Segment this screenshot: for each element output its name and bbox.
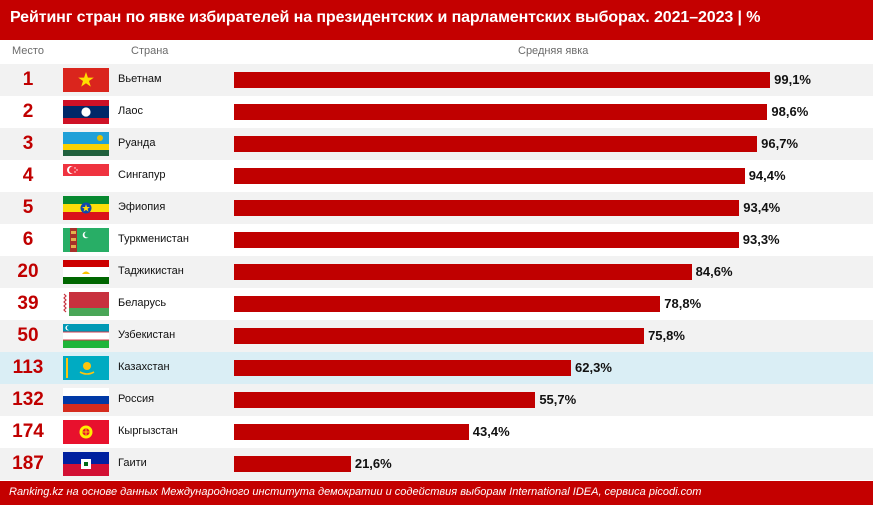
chart-row: 50 Узбекистан 75,8% bbox=[0, 320, 873, 352]
value-label: 43,4% bbox=[472, 424, 510, 439]
rank-label: 5 bbox=[22, 197, 34, 218]
bar bbox=[234, 360, 572, 376]
kyrgyzstan-flag-icon bbox=[63, 420, 109, 444]
chart-row: 174 Кыргызстан 43,4% bbox=[0, 416, 873, 448]
russia-flag-icon bbox=[63, 388, 109, 412]
chart-row: 132 Россия 55,7% bbox=[0, 384, 873, 416]
ethiopia-flag-icon bbox=[63, 196, 109, 220]
country-label: Гаити bbox=[118, 457, 147, 469]
rank-label: 187 bbox=[12, 453, 44, 474]
chart-title: Рейтинг стран по явке избирателей на пре… bbox=[10, 9, 761, 26]
value-label: 93,4% bbox=[743, 200, 781, 215]
value-label: 93,3% bbox=[742, 232, 780, 247]
chart-row: 5 Эфиопия 93,4% bbox=[0, 192, 873, 224]
rank-label: 39 bbox=[17, 293, 39, 314]
country-label: Руанда bbox=[118, 137, 156, 149]
chart-row: 1 Вьетнам 99,1% bbox=[0, 64, 873, 96]
rank-label: 174 bbox=[12, 421, 44, 442]
value-label: 21,6% bbox=[354, 456, 392, 471]
bar bbox=[234, 392, 536, 408]
rank-label: 132 bbox=[12, 389, 44, 410]
country-label: Беларусь bbox=[118, 297, 167, 309]
country-label: Таджикистан bbox=[118, 265, 184, 277]
value-label: 78,8% bbox=[664, 296, 702, 311]
value-label: 98,6% bbox=[771, 104, 809, 119]
country-label: Вьетнам bbox=[118, 73, 162, 85]
footer-bar: Ranking.kz на основе данных Международно… bbox=[0, 481, 873, 505]
country-label: Туркменистан bbox=[118, 233, 189, 245]
rank-label: 50 bbox=[17, 325, 39, 346]
rank-column-header: Место bbox=[12, 45, 44, 57]
rwanda-flag-icon bbox=[63, 132, 109, 156]
country-label: Кыргызстан bbox=[118, 425, 178, 437]
value-label: 84,6% bbox=[695, 264, 733, 279]
country-label: Россия bbox=[118, 393, 155, 405]
rank-label: 20 bbox=[17, 261, 39, 282]
country-column-header: Страна bbox=[131, 45, 169, 57]
source-note: Ranking.kz на основе данных Международно… bbox=[9, 486, 702, 498]
chart-row: 187 Гаити 21,6% bbox=[0, 448, 873, 480]
title-bar: Рейтинг стран по явке избирателей на пре… bbox=[0, 0, 873, 40]
turkmenistan-flag-icon bbox=[63, 228, 109, 252]
tajikistan-flag-icon bbox=[63, 260, 109, 284]
value-label: 62,3% bbox=[575, 360, 612, 375]
chart-row: 20 Таджикистан 84,6% bbox=[0, 256, 873, 288]
value-label: 94,4% bbox=[748, 168, 786, 183]
bar bbox=[234, 104, 768, 120]
country-label: Лаос bbox=[118, 105, 143, 117]
value-label: 99,1% bbox=[774, 72, 811, 87]
haiti-flag-icon bbox=[63, 452, 109, 476]
bar bbox=[234, 456, 351, 472]
bar bbox=[234, 424, 469, 440]
value-label: 75,8% bbox=[648, 328, 685, 343]
value-column-header: Средняя явка bbox=[518, 45, 589, 57]
bar bbox=[234, 168, 745, 184]
country-label: Узбекистан bbox=[118, 329, 176, 341]
bar bbox=[234, 328, 645, 344]
bar bbox=[234, 136, 758, 152]
rank-label: 1 bbox=[22, 69, 34, 90]
rank-label: 6 bbox=[22, 229, 34, 250]
value-label: 96,7% bbox=[761, 136, 799, 151]
country-label: Сингапур bbox=[118, 169, 166, 181]
uzbekistan-flag-icon bbox=[63, 324, 109, 348]
laos-flag-icon bbox=[63, 100, 109, 124]
rank-label: 2 bbox=[22, 101, 34, 122]
country-label: Эфиопия bbox=[118, 201, 166, 213]
country-label: Казахстан bbox=[118, 361, 170, 373]
chart-row: 3 Руанда 96,7% bbox=[0, 128, 873, 160]
kazakhstan-flag-icon bbox=[63, 356, 109, 380]
belarus-flag-icon bbox=[63, 292, 109, 316]
bar bbox=[234, 296, 661, 312]
chart-row: 2 Лаос 98,6% bbox=[0, 96, 873, 128]
chart-row: 4 Сингапур 94,4% bbox=[0, 160, 873, 192]
vietnam-flag-icon bbox=[63, 68, 109, 92]
bar bbox=[234, 232, 739, 248]
rank-label: 4 bbox=[22, 165, 34, 186]
bar bbox=[234, 72, 771, 88]
chart-row: 113 Казахстан 62,3% bbox=[0, 352, 873, 384]
bar bbox=[234, 264, 692, 280]
chart-row: 39 Беларусь 78,8% bbox=[0, 288, 873, 320]
value-label: 55,7% bbox=[539, 392, 577, 407]
bar bbox=[234, 200, 740, 216]
chart-row: 6 Туркменистан 93,3% bbox=[0, 224, 873, 256]
singapore-flag-icon bbox=[63, 164, 109, 188]
rank-label: 113 bbox=[12, 357, 44, 378]
rank-label: 3 bbox=[22, 133, 34, 154]
